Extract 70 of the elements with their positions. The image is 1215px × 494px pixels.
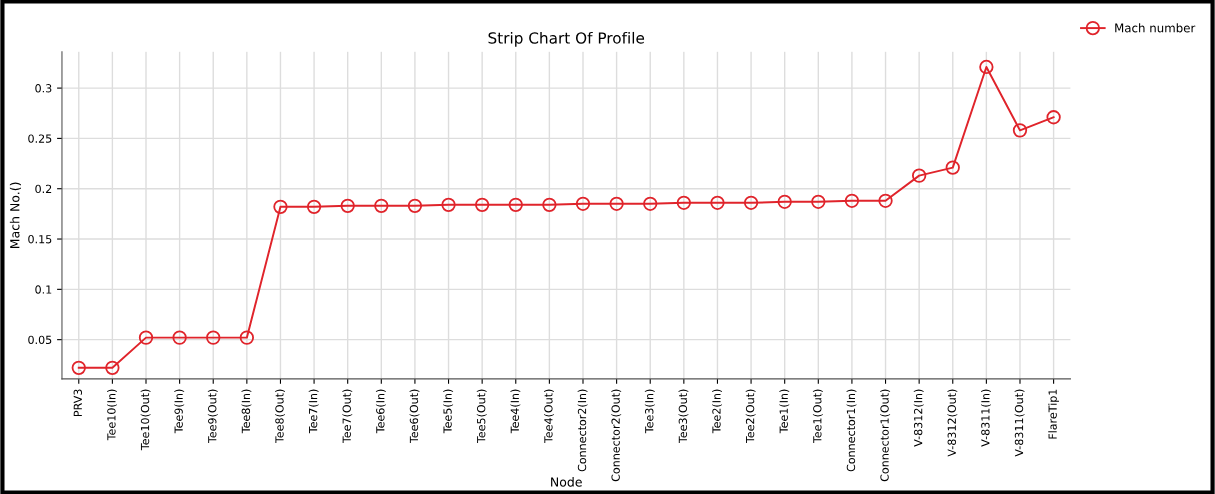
- x-tick-label: Tee5(In): [443, 389, 454, 434]
- point: [71, 360, 86, 375]
- point: [273, 199, 288, 214]
- y-tick-label: 0.25: [28, 134, 52, 143]
- point: [105, 360, 120, 375]
- x-tick-label: PRV3: [73, 389, 82, 417]
- point: [676, 195, 691, 210]
- x-tick-label: Tee10(Out): [140, 389, 151, 451]
- x-tick-label: Tee4(Out): [544, 389, 554, 444]
- x-tick-label: Connector1(In): [846, 389, 857, 472]
- x-tick-label: Connector1(Out): [880, 389, 891, 482]
- y-tick-label: 0.05: [28, 335, 52, 345]
- point: [374, 198, 389, 213]
- x-tick-label: V-8311(Out): [1014, 389, 1025, 457]
- point: [575, 196, 591, 211]
- point: [508, 197, 523, 212]
- x-tick-label: FlareTip1: [1048, 389, 1059, 439]
- point: [979, 59, 994, 75]
- point: [239, 330, 255, 345]
- x-tick-label: Tee8(Out): [275, 389, 285, 444]
- x-tick-label: Tee2(In): [712, 389, 722, 434]
- x-tick-label: Tee1(In): [779, 389, 790, 434]
- x-tick-label: Tee2(Out): [745, 389, 756, 444]
- point: [911, 168, 927, 183]
- y-tick-label: 0.2: [35, 184, 52, 194]
- x-tick-label: Tee6(In): [375, 389, 386, 434]
- x-tick-label: Tee6(Out): [409, 389, 420, 444]
- point: [172, 330, 187, 345]
- x-tick-label: Tee5(Out): [476, 389, 487, 444]
- y-axis-title: Mach No.(): [9, 182, 21, 249]
- x-tick-label: V-8312(Out): [947, 389, 958, 457]
- x-tick-label: Tee3(Out): [678, 389, 689, 444]
- y-tick-label: 0.1: [35, 285, 52, 294]
- x-tick-label: Tee3(In): [644, 389, 655, 434]
- x-tick-label: Connector2(In): [577, 389, 588, 472]
- point: [643, 196, 658, 211]
- point: [777, 194, 792, 209]
- point: [407, 198, 423, 213]
- point: [474, 197, 490, 212]
- x-tick-label: Tee9(Out): [207, 389, 218, 444]
- point: [340, 198, 355, 213]
- point: [206, 330, 221, 345]
- point: [844, 193, 860, 208]
- x-tick-label: Connector2(Out): [611, 389, 622, 482]
- x-tick-label: Tee10(In): [107, 389, 117, 441]
- x-tick-label: Tee7(Out): [342, 389, 353, 444]
- point: [811, 194, 826, 209]
- point: [609, 196, 624, 211]
- x-tick-label: Tee4(In): [510, 389, 521, 434]
- point: [743, 195, 759, 210]
- x-tick-label: V-8311(In): [981, 389, 991, 447]
- x-tick-label: Tee1(Out): [812, 389, 823, 444]
- x-tick-label: Tee7(In): [308, 389, 319, 434]
- y-tick-label: 0.3: [35, 84, 52, 93]
- point: [1046, 110, 1061, 125]
- point: [945, 160, 960, 175]
- x-tick-label: Tee9(In): [174, 389, 185, 434]
- y-tick-label: 0.15: [28, 235, 52, 244]
- point: [138, 330, 154, 345]
- point: [878, 193, 893, 208]
- x-tick-label: Tee8(In): [241, 389, 252, 434]
- legend-label: Mach number: [1115, 23, 1196, 33]
- x-axis-title: Node: [551, 477, 582, 487]
- chart-title: Strip Chart Of Profile: [488, 31, 645, 47]
- point: [710, 195, 725, 210]
- point: [542, 197, 557, 212]
- point: [1012, 123, 1028, 138]
- x-tick-label: V-8312(In): [913, 389, 924, 447]
- point: [441, 197, 456, 212]
- point: [306, 199, 322, 214]
